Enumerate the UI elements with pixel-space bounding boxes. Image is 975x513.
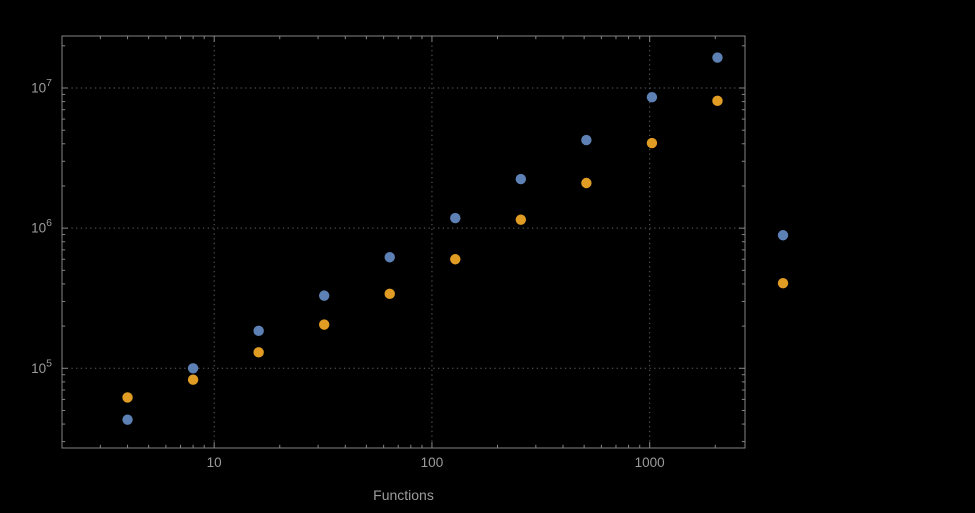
x-tick-label: 10 xyxy=(207,455,222,470)
data-point-orange xyxy=(253,347,264,358)
data-point-orange xyxy=(318,319,330,330)
data-point-orange xyxy=(777,277,789,289)
data-point-orange xyxy=(122,392,133,403)
data-point-orange xyxy=(515,214,527,225)
data-point-blue xyxy=(384,252,395,263)
data-point-orange xyxy=(450,254,461,265)
data-point-blue xyxy=(253,325,264,337)
y-tick-label: 107 xyxy=(31,77,52,96)
data-point-blue xyxy=(122,414,133,425)
y-tick-label: 105 xyxy=(31,357,52,376)
data-point-orange xyxy=(581,177,592,189)
data-point-orange xyxy=(384,288,395,300)
data-point-blue xyxy=(581,134,592,146)
data-point-orange xyxy=(646,137,658,149)
data-point-blue xyxy=(187,363,199,374)
data-point-orange xyxy=(187,374,199,385)
y-tick-label: 106 xyxy=(31,217,52,236)
data-point-blue xyxy=(515,173,527,185)
data-point-blue xyxy=(646,91,658,103)
x-axis-label: Functions xyxy=(373,487,434,503)
data-point-blue xyxy=(318,290,330,301)
data-point-blue xyxy=(712,52,723,63)
data-point-blue xyxy=(777,230,789,241)
data-point-blue xyxy=(450,212,461,224)
x-tick-label: 1000 xyxy=(635,455,665,470)
data-point-orange xyxy=(712,95,723,107)
x-tick-label: 100 xyxy=(421,455,444,470)
